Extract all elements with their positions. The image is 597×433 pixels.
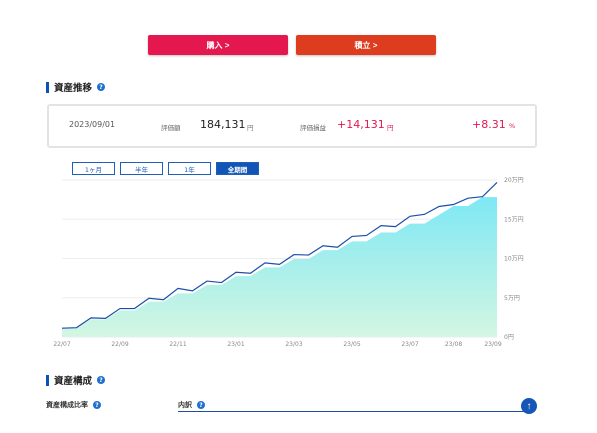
help-icon[interactable]: ? bbox=[97, 376, 106, 384]
help-icon[interactable]: ? bbox=[97, 83, 106, 91]
period-tabs: 1ヶ月 半年 1年 全期間 bbox=[72, 162, 259, 175]
x-tick-label: 23/01 bbox=[227, 341, 244, 348]
breakdown-text: 内訳 bbox=[178, 401, 192, 409]
gain-label: 評価損益 bbox=[300, 124, 326, 132]
x-tick-label: 23/08 bbox=[445, 341, 462, 348]
gain-unit: 円 bbox=[387, 124, 394, 132]
x-tick-label: 23/07 bbox=[401, 341, 418, 348]
tab-half-year[interactable]: 半年 bbox=[120, 162, 163, 175]
asset-composition-title: 資産構成 bbox=[54, 376, 93, 387]
x-tick-label: 23/05 bbox=[343, 341, 360, 348]
asset-trend-title: 資産推移 bbox=[54, 83, 93, 94]
x-tick-label: 23/03 bbox=[285, 341, 302, 348]
section-marker bbox=[46, 81, 49, 93]
asset-summary: 2023/09/01 評価額 184,131 円 評価損益 +14,131 円 … bbox=[47, 104, 537, 148]
asset-chart: 20万円 15万円 10万円 5万円 0円 22/07 22/09 22/11 23/01 23… bbox=[53, 177, 524, 348]
gain-rate: +8.31 bbox=[472, 118, 506, 131]
x-tick-label: 23/09 bbox=[484, 341, 501, 348]
composition-ratio-label: 資産構成比率 ? bbox=[46, 400, 101, 410]
y-tick-label: 20万円 bbox=[504, 177, 524, 184]
asset-composition-heading: 資産構成 ? bbox=[46, 373, 106, 387]
valuation-line bbox=[61, 182, 498, 329]
y-tick-label: 15万円 bbox=[504, 216, 524, 223]
tab-1-month[interactable]: 1ヶ月 bbox=[72, 162, 115, 175]
section-marker bbox=[46, 374, 49, 386]
y-tick-label: 10万円 bbox=[504, 256, 524, 263]
asset-trend-heading: 資産推移 ? bbox=[46, 80, 106, 94]
invested-amount-area bbox=[62, 197, 497, 337]
x-tick-label: 22/09 bbox=[111, 341, 128, 348]
gain-rate-unit: % bbox=[509, 122, 516, 130]
valuation-label: 評価額 bbox=[161, 124, 181, 132]
x-tick-label: 22/07 bbox=[53, 341, 70, 348]
x-tick-label: 22/11 bbox=[169, 341, 186, 348]
gain-value: +14,131 bbox=[337, 118, 385, 131]
help-icon[interactable]: ? bbox=[93, 401, 101, 409]
tab-1-year[interactable]: 1年 bbox=[168, 162, 211, 175]
y-tick-label: 5万円 bbox=[504, 295, 520, 302]
help-icon[interactable]: ? bbox=[197, 401, 205, 409]
valuation-value: 184,131 bbox=[200, 118, 246, 131]
composition-ratio-text: 資産構成比率 bbox=[46, 401, 88, 409]
scroll-up-button[interactable]: ↑ bbox=[521, 398, 537, 414]
tab-all-period[interactable]: 全期間 bbox=[216, 162, 259, 175]
summary-date: 2023/09/01 bbox=[69, 120, 116, 129]
buy-button[interactable]: 購入 > bbox=[148, 35, 288, 55]
valuation-unit: 円 bbox=[247, 124, 254, 132]
breakdown-divider bbox=[178, 411, 526, 412]
y-tick-label: 0円 bbox=[504, 334, 514, 341]
breakdown-label: 内訳 ? bbox=[178, 400, 205, 410]
reserve-button[interactable]: 積立 > bbox=[296, 35, 436, 55]
